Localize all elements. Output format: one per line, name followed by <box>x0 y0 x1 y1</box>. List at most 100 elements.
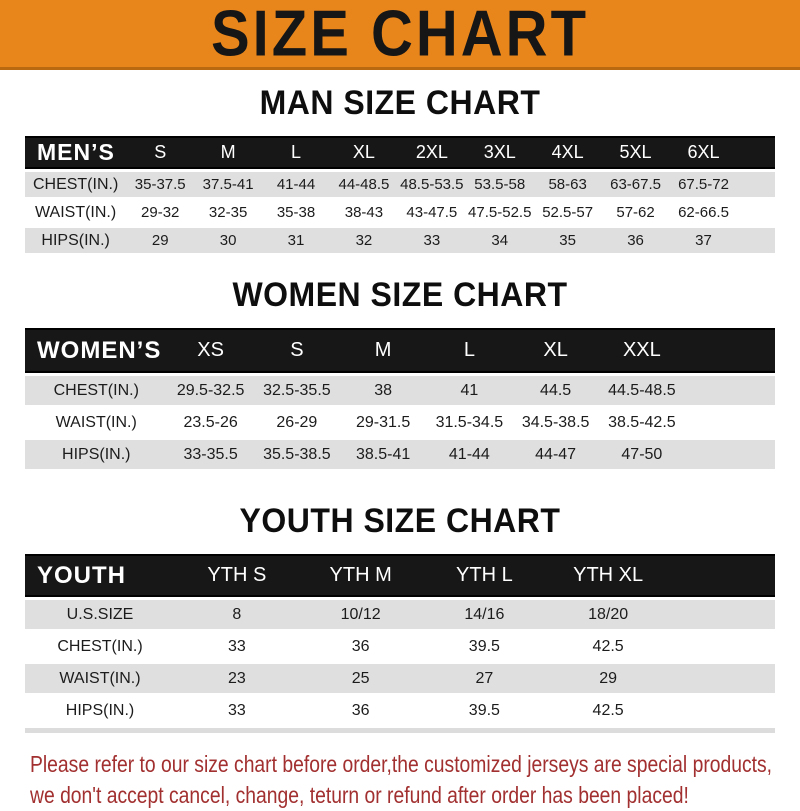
header-spacer <box>685 328 775 373</box>
size-column-header: S <box>253 328 340 373</box>
size-value-cell: 27 <box>422 664 547 693</box>
banner-title: SIZE CHART <box>211 0 589 70</box>
row-label: CHEST(IN.) <box>25 376 168 405</box>
size-value-cell: 34 <box>465 228 534 253</box>
size-value-cell: 52.5-57 <box>533 200 602 225</box>
size-value-cell: 38.5-41 <box>340 440 427 469</box>
size-value-cell: 33 <box>175 696 299 725</box>
size-value-cell: 62-66.5 <box>669 200 738 225</box>
measurement-row: WAIST(IN.) 29-32 32-35 35-38 38-43 43-47.5 47.… <box>25 200 775 225</box>
measurement-row: CHEST(IN.) 35-37.5 37.5-41 41-44 44-48.5 48.5… <box>25 172 775 197</box>
row-spacer <box>670 632 775 661</box>
disclaimer-line-1: Please refer to our size chart before or… <box>30 751 773 777</box>
measurement-row: U.S.SIZE 8 10/12 14/16 18/20 <box>25 600 775 629</box>
size-value-cell: 31.5-34.5 <box>426 408 513 437</box>
header-spacer <box>670 554 775 597</box>
size-chart-banner: SIZE CHART <box>0 0 800 70</box>
size-value-cell: 48.5-53.5 <box>397 172 466 197</box>
row-label: WAIST(IN.) <box>25 200 127 225</box>
size-value-cell: 47.5-52.5 <box>465 200 534 225</box>
table-corner-label: MEN’S <box>25 136 127 169</box>
size-value-cell: 29 <box>546 664 670 693</box>
size-value-cell: 32.5-35.5 <box>253 376 340 405</box>
order-disclaimer: Please refer to our size chart before or… <box>30 749 773 811</box>
table-header-row: WOMEN’S XS S M L XL XXL <box>25 328 775 373</box>
size-value-cell: 29-31.5 <box>340 408 427 437</box>
size-value-cell: 36 <box>298 696 423 725</box>
size-value-cell: 41-44 <box>426 440 513 469</box>
man-size-section: MAN SIZE CHART MEN’S S M L XL 2XL 3XL 4XL 5XL 6XL… <box>0 82 800 256</box>
size-value-cell: 35-38 <box>262 200 330 225</box>
size-value-cell: 38.5-42.5 <box>598 408 685 437</box>
size-value-cell: 58-63 <box>533 172 602 197</box>
size-column-header: YTH M <box>298 554 423 597</box>
size-value-cell: 18/20 <box>546 600 670 629</box>
measurement-row: CHEST(IN.) 29.5-32.5 32.5-35.5 38 41 44.5 44.5… <box>25 376 775 405</box>
row-label: CHEST(IN.) <box>25 632 175 661</box>
row-spacer <box>670 664 775 693</box>
size-value-cell: 23 <box>175 664 299 693</box>
size-value-cell: 36 <box>601 228 670 253</box>
size-value-cell: 33-35.5 <box>167 440 254 469</box>
size-value-cell: 41 <box>426 376 513 405</box>
size-value-cell: 8 <box>175 600 299 629</box>
row-spacer <box>737 200 775 225</box>
size-value-cell: 29 <box>126 228 195 253</box>
row-spacer <box>737 228 775 253</box>
size-value-cell: 47-50 <box>598 440 685 469</box>
size-value-cell: 14/16 <box>422 600 547 629</box>
measurement-row: HIPS(IN.) 33 36 39.5 42.5 <box>25 696 775 725</box>
size-value-cell: 53.5-58 <box>465 172 534 197</box>
youth-section-heading: YOUTH SIZE CHART <box>239 500 561 540</box>
size-column-header: XL <box>329 136 398 169</box>
size-column-header: S <box>126 136 195 169</box>
size-column-header: XXL <box>598 328 685 373</box>
size-value-cell: 44.5 <box>512 376 599 405</box>
size-value-cell: 31 <box>262 228 330 253</box>
size-value-cell: 43-47.5 <box>397 200 466 225</box>
size-column-header: 6XL <box>669 136 738 169</box>
size-value-cell: 10/12 <box>298 600 423 629</box>
size-value-cell: 32-35 <box>194 200 263 225</box>
row-label: WAIST(IN.) <box>25 664 175 693</box>
measurement-row: CHEST(IN.) 33 36 39.5 42.5 <box>25 632 775 661</box>
size-column-header: 2XL <box>397 136 466 169</box>
size-value-cell: 42.5 <box>546 632 670 661</box>
size-value-cell: 35.5-38.5 <box>253 440 340 469</box>
size-column-header: YTH S <box>175 554 299 597</box>
size-value-cell: 35 <box>533 228 602 253</box>
size-value-cell: 39.5 <box>422 632 547 661</box>
row-spacer <box>685 376 775 405</box>
size-value-cell: 44-48.5 <box>329 172 398 197</box>
table-header-row: MEN’S S M L XL 2XL 3XL 4XL 5XL 6XL <box>25 136 775 169</box>
table-corner-label: YOUTH <box>25 554 175 597</box>
size-column-header: 3XL <box>465 136 534 169</box>
youth-size-section: YOUTH SIZE CHART YOUTH YTH S YTH M YTH L YTH… <box>0 500 800 733</box>
row-label: HIPS(IN.) <box>25 228 127 253</box>
women-size-table: WOMEN’S XS S M L XL XXL CHEST(IN.) 29.5-32.5 32.5… <box>25 325 775 472</box>
size-value-cell: 63-67.5 <box>601 172 670 197</box>
size-value-cell: 33 <box>175 632 299 661</box>
size-value-cell: 33 <box>397 228 466 253</box>
size-value-cell: 41-44 <box>262 172 330 197</box>
youth-table-bottom-strip <box>25 728 775 733</box>
size-column-header: XL <box>512 328 599 373</box>
size-value-cell: 32 <box>329 228 398 253</box>
man-section-heading: MAN SIZE CHART <box>259 82 541 122</box>
size-value-cell: 67.5-72 <box>669 172 738 197</box>
row-label: HIPS(IN.) <box>25 440 168 469</box>
size-value-cell: 44-47 <box>512 440 599 469</box>
row-label: WAIST(IN.) <box>25 408 168 437</box>
table-corner-label: WOMEN’S <box>25 328 168 373</box>
size-column-header: L <box>262 136 330 169</box>
measurement-row: HIPS(IN.) 33-35.5 35.5-38.5 38.5-41 41-44 44-… <box>25 440 775 469</box>
size-value-cell: 30 <box>194 228 263 253</box>
size-value-cell: 29-32 <box>126 200 195 225</box>
row-spacer <box>670 600 775 629</box>
youth-size-table: YOUTH YTH S YTH M YTH L YTH XL U.S.SIZE 8 10/12… <box>25 551 775 728</box>
women-section-heading: WOMEN SIZE CHART <box>232 274 568 314</box>
size-value-cell: 44.5-48.5 <box>598 376 685 405</box>
table-header-row: YOUTH YTH S YTH M YTH L YTH XL <box>25 554 775 597</box>
men-size-table: MEN’S S M L XL 2XL 3XL 4XL 5XL 6XL CHEST(IN.) 35-37… <box>25 133 775 256</box>
size-value-cell: 29.5-32.5 <box>167 376 254 405</box>
